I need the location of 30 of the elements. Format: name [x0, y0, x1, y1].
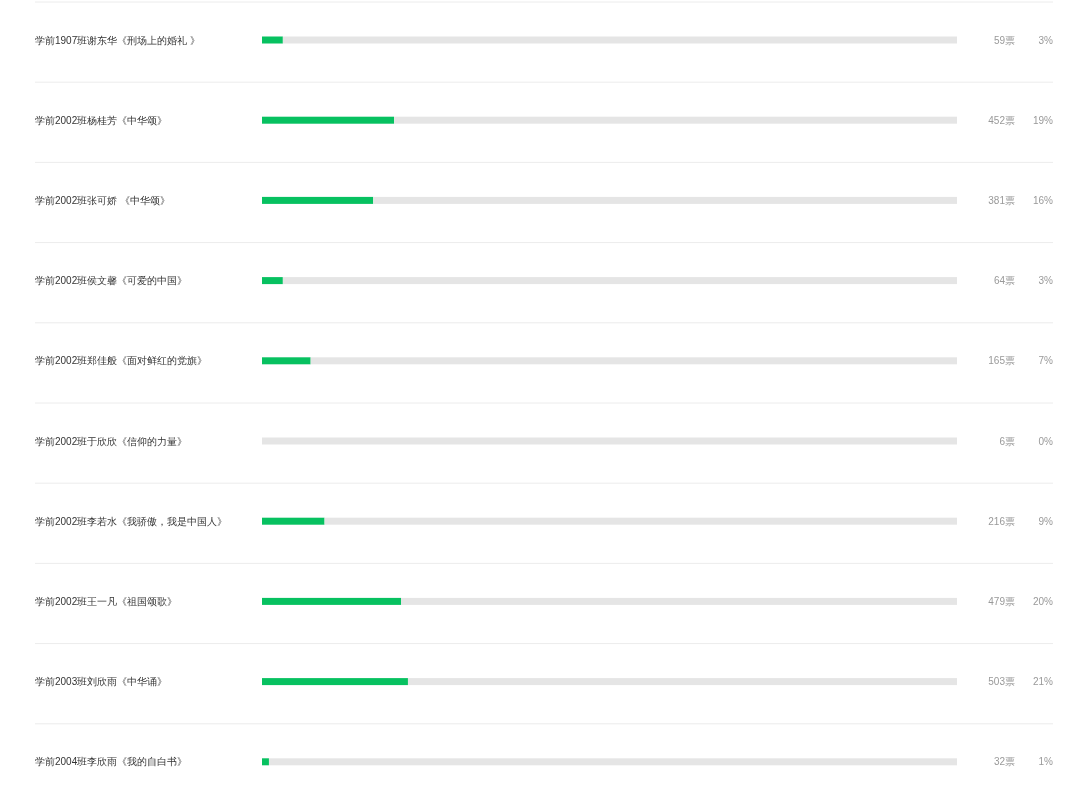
- value-label: 9%: [1038, 515, 1053, 527]
- category-label: 学前2002班杨桂芳《中华颂》: [35, 114, 168, 126]
- annotation: 479票: [988, 595, 1015, 607]
- value-label: 7%: [1038, 355, 1053, 367]
- annotation: 32票: [993, 756, 1015, 768]
- category-label: 学前2002班李若水《我骄傲，我是中国人》: [35, 515, 228, 527]
- category-label: 学前2003班刘欣雨《中华诵》: [35, 676, 168, 688]
- category-label: 学前2002班郑佳般《面对鲜红的党旗》: [35, 355, 208, 367]
- value-label: 16%: [1033, 194, 1053, 206]
- annotation: 452票: [988, 114, 1015, 126]
- annotation: 381票: [988, 194, 1015, 206]
- annotation: 59票: [993, 34, 1015, 46]
- category-label: 学前2004班李欣雨《我的自白书》: [35, 756, 188, 768]
- value-label: 3%: [1038, 275, 1053, 287]
- category-label: 学前2002班张可娇 《中华颂》: [35, 194, 171, 206]
- value-label: 19%: [1033, 114, 1053, 126]
- category-label: 学前1907班谢东华《刑场上的婚礼 》: [35, 34, 201, 46]
- value-label: 1%: [1038, 756, 1053, 768]
- annotation: 165票: [988, 355, 1015, 367]
- annotation: 64票: [993, 275, 1015, 287]
- annotation: 216票: [988, 515, 1015, 527]
- value-label: 20%: [1033, 595, 1053, 607]
- value-label: 0%: [1038, 435, 1053, 447]
- category-label: 学前2002班王一凡《祖国颂歌》: [35, 595, 178, 607]
- value-label: 21%: [1033, 676, 1053, 688]
- annotation: 503票: [988, 676, 1015, 688]
- category-label: 学前2002班于欣欣《信仰的力量》: [35, 435, 188, 447]
- value-label: 3%: [1038, 34, 1053, 46]
- category-label: 学前2002班侯文馨《可爱的中国》: [35, 275, 188, 287]
- annotation: 6票: [999, 435, 1015, 447]
